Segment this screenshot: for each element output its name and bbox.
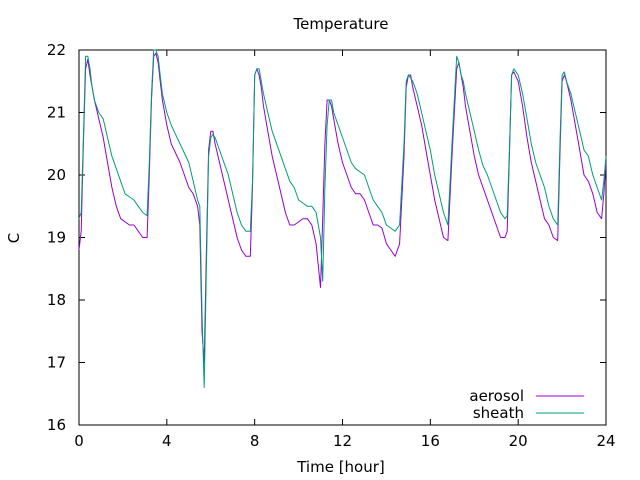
x-tick-label: 0: [74, 432, 84, 450]
chart-title: Temperature: [292, 15, 388, 33]
series-line-sheath: [78, 49, 607, 388]
x-tick-label: 4: [162, 432, 172, 450]
y-tick-label: 18: [47, 291, 66, 309]
series-line-aerosol: [78, 52, 607, 363]
y-tick-label: 19: [47, 229, 66, 247]
y-axis-label: C: [5, 233, 23, 243]
x-tick-label: 12: [333, 432, 352, 450]
y-tick-label: 20: [47, 166, 66, 184]
y-tick-label: 16: [47, 416, 66, 434]
x-axis: 0 4 8 12 16 20 24: [74, 50, 616, 450]
x-tick-label: 24: [596, 432, 615, 450]
plot-area: 0 4 8 12 16 20 24 16 17 18 19 20 21 22: [47, 41, 616, 450]
legend-label-sheath: sheath: [473, 404, 524, 422]
y-tick-label: 22: [47, 41, 66, 59]
x-tick-label: 16: [421, 432, 440, 450]
x-axis-label: Time [hour]: [296, 458, 385, 476]
x-tick-label: 8: [250, 432, 260, 450]
legend-label-aerosol: aerosol: [469, 387, 524, 405]
series-lines: [78, 49, 607, 388]
x-tick-label: 20: [509, 432, 528, 450]
y-axis: 16 17 18 19 20 21 22: [47, 41, 606, 434]
y-tick-label: 21: [47, 104, 66, 122]
y-tick-label: 17: [47, 354, 66, 372]
